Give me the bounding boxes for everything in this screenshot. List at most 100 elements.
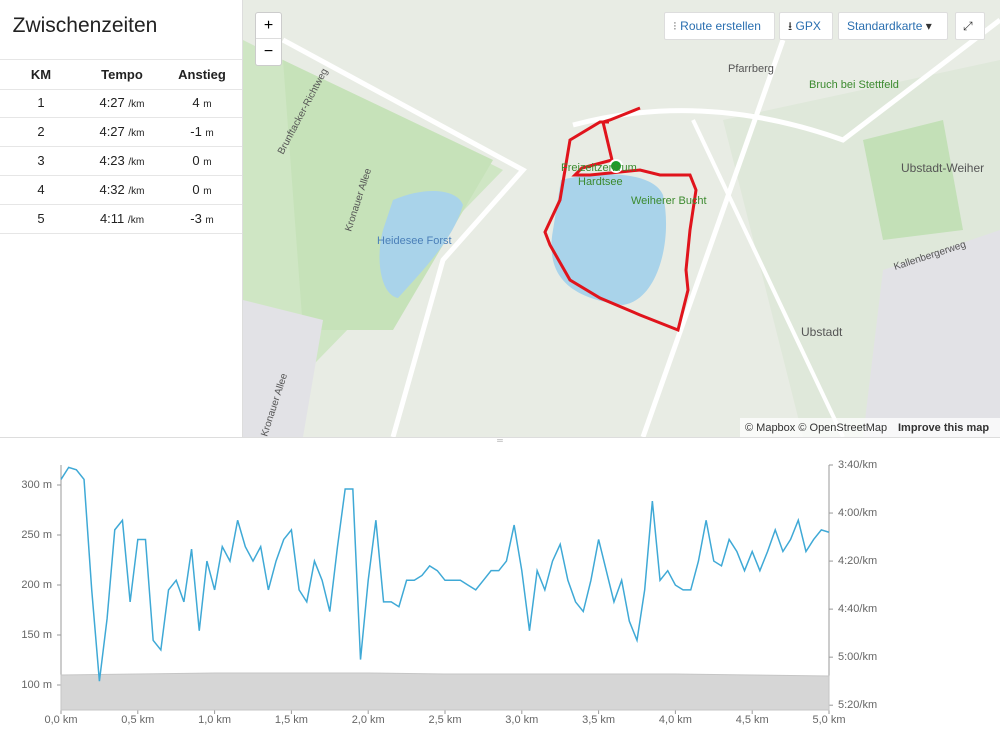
pace-line	[60, 466, 830, 682]
tempo-unit: /km	[127, 215, 145, 226]
gpx-button[interactable]: ⭳ GPX	[779, 12, 833, 40]
tempo-value: 4:27	[99, 124, 125, 139]
button-label: GPX	[795, 19, 821, 33]
y2-tick-label: 4:20/km	[838, 555, 877, 567]
elevation-area	[60, 672, 830, 711]
tempo-value: 4:32	[99, 182, 125, 197]
forest	[283, 60, 493, 330]
fullscreen-button[interactable]: ⤢	[955, 12, 985, 40]
splits-panel: Zwischenzeiten KM Tempo Anstieg 1 4:27 /k…	[0, 0, 243, 437]
climb-unit: m	[203, 157, 212, 168]
tempo-value: 4:27	[99, 95, 125, 110]
button-label: Route erstellen	[680, 19, 761, 33]
splits-header: KM Tempo Anstieg	[0, 59, 242, 90]
route	[543, 106, 698, 333]
road	[691, 119, 845, 437]
split-climb: 4 m	[167, 95, 237, 110]
climb-value: 0	[192, 153, 200, 168]
tempo-unit: /km	[128, 186, 145, 197]
button-label: Standardkarte	[847, 19, 923, 33]
split-km: 2	[37, 124, 45, 139]
place-label: Ubstadt-Weiher	[901, 161, 984, 175]
split-climb: -1 m	[167, 124, 237, 139]
climb-unit: m	[203, 99, 212, 110]
split-tempo: 4:23 /km	[82, 153, 162, 168]
tempo-unit: /km	[128, 128, 145, 139]
road	[281, 37, 527, 437]
tempo-value: 4:11	[99, 211, 125, 226]
climb-value: -1	[190, 124, 202, 139]
split-row: 3 4:23 /km 0 m	[0, 146, 242, 176]
split-row: 4 4:32 /km 0 m	[0, 175, 242, 205]
lake	[551, 174, 667, 305]
split-km: 3	[37, 153, 45, 168]
tempo-unit: /km	[128, 157, 145, 168]
split-climb: 0 m	[167, 182, 237, 197]
attribution: © Mapbox © OpenStreetMap	[745, 422, 887, 434]
y2-tick-label: 5:00/km	[838, 651, 877, 663]
improve-link[interactable]: Improve this map	[898, 422, 989, 434]
climb-unit: m	[205, 215, 214, 226]
y2-tick-label: 5:20/km	[838, 699, 877, 711]
place-label: Bruch bei Stettfeld	[809, 79, 899, 91]
split-row: 1 4:27 /km 4 m	[0, 88, 242, 118]
x-tick-label: 0,5 km	[121, 714, 154, 726]
x-tick-label: 1,0 km	[198, 714, 231, 726]
zoom-in[interactable]: +	[256, 13, 281, 39]
split-km: 1	[37, 95, 45, 110]
place-label: Weiherer Bucht	[631, 195, 707, 207]
x-tick-label: 4,5 km	[736, 714, 769, 726]
split-row: 2 4:27 /km -1 m	[0, 117, 242, 147]
y2-tick-label: 3:40/km	[838, 459, 877, 471]
y-tick-label: 250 m	[21, 529, 52, 541]
town	[243, 300, 323, 437]
x-tick-label: 1,5 km	[275, 714, 308, 726]
place-label: Freizeitzentrum	[561, 162, 637, 174]
layer-button[interactable]: Standardkarte ▾	[838, 12, 948, 40]
split-tempo: 4:27 /km	[82, 124, 162, 139]
x-tick-label: 4,0 km	[659, 714, 692, 726]
y-tick-label: 100 m	[21, 679, 52, 691]
y2-tick-label: 4:40/km	[838, 603, 877, 615]
tempo-unit: /km	[128, 99, 145, 110]
x-tick-label: 3,5 km	[582, 714, 615, 726]
map-canvas: Pfarrberg Bruch bei Stettfeld Ubstadt-We…	[243, 0, 1000, 437]
split-climb: 0 m	[167, 153, 237, 168]
y-tick-label: 150 m	[21, 629, 52, 641]
header: Anstieg	[178, 67, 226, 82]
splits-title: Zwischenzeiten	[12, 14, 158, 37]
town	[863, 230, 1000, 437]
place-label: Hardtsee	[578, 176, 623, 188]
elevation-pace-chart: 100 m 150 m 200 m 250 m 300 m 3:40/km 4:00/km 4…	[21, 459, 877, 726]
header: KM	[30, 67, 52, 82]
split-climb: -3 m	[167, 211, 237, 226]
climb-value: 0	[192, 182, 200, 197]
header: Tempo	[101, 67, 143, 82]
attribution-bg	[740, 418, 1000, 437]
route-button[interactable]: ⁝ Route erstellen	[664, 12, 775, 40]
tempo-value: 4:23	[99, 153, 125, 168]
split-tempo: 4:27 /km	[82, 95, 162, 110]
x-tick-label: 5,0 km	[812, 714, 845, 726]
field	[863, 120, 963, 240]
split-tempo: 4:11 /km	[82, 211, 162, 226]
x-tick-label: 2,5 km	[428, 714, 461, 726]
climb-unit: m	[205, 128, 214, 139]
split-km: 4	[37, 182, 45, 197]
split-tempo: 4:32 /km	[82, 182, 162, 197]
road	[640, 39, 786, 437]
road	[572, 18, 1000, 143]
resize-handle[interactable]: ═	[0, 437, 1000, 445]
place-label: Ubstadt	[801, 325, 843, 339]
zoom-control: + −	[255, 12, 282, 66]
split-row: 5 4:11 /km -3 m	[0, 204, 242, 234]
y2-tick-label: 4:00/km	[838, 507, 877, 519]
start-marker	[609, 159, 623, 173]
climb-value: -3	[190, 211, 202, 226]
zoom-out[interactable]: −	[263, 43, 274, 60]
lake	[379, 190, 463, 298]
y-tick-label: 200 m	[21, 579, 52, 591]
map[interactable]: Pfarrberg Bruch bei Stettfeld Ubstadt-We…	[243, 0, 1000, 437]
place-label: Heidesee Forst	[377, 235, 452, 247]
